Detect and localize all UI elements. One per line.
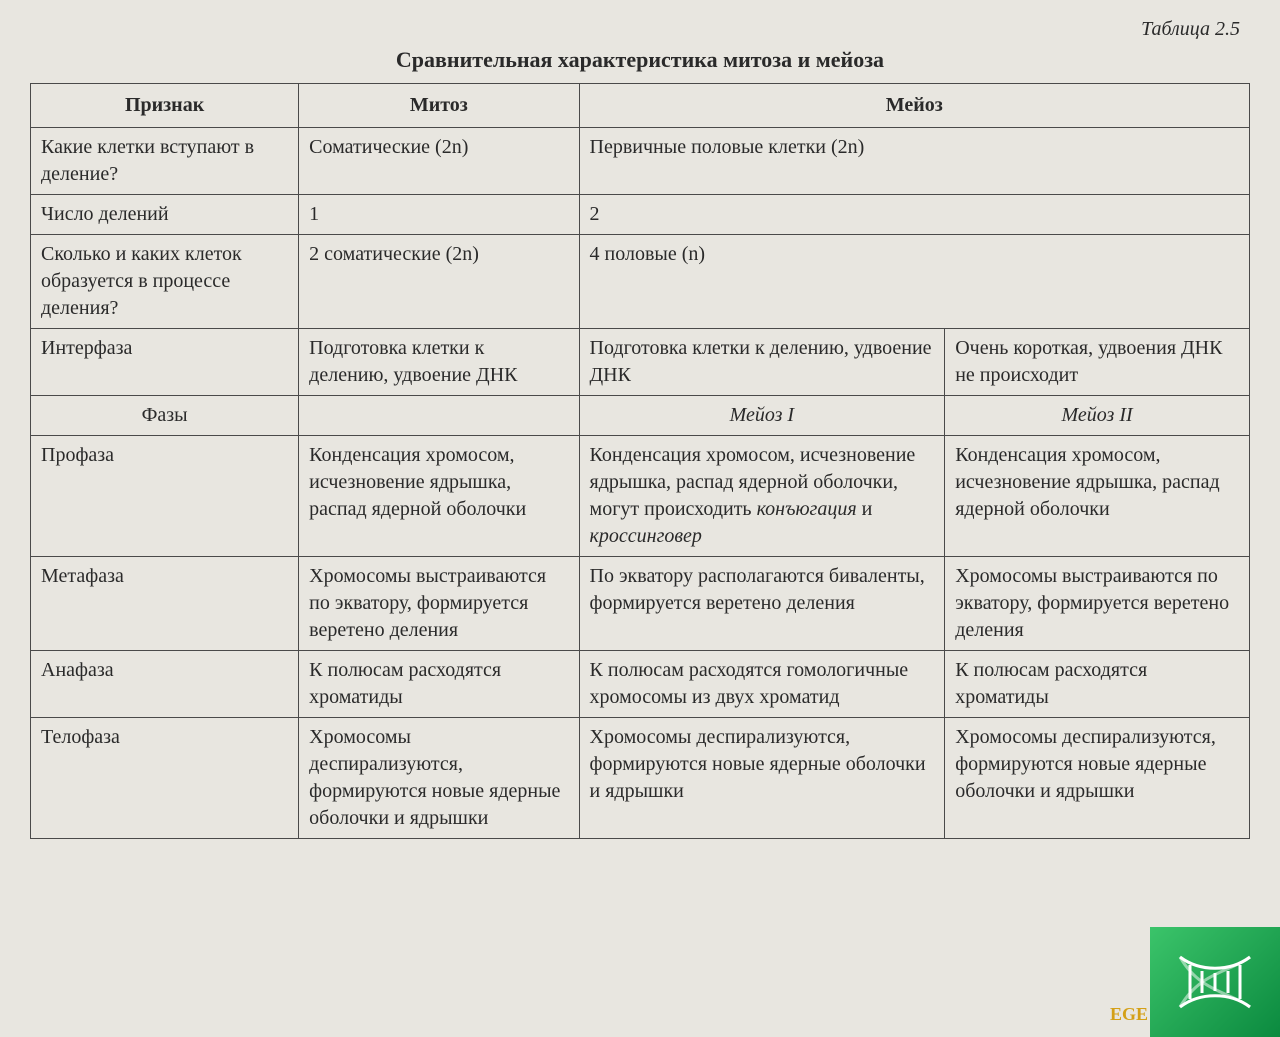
cell-meiosis1: Подготовка клетки к делению, удвоение ДН…: [579, 329, 945, 396]
watermark-badge: [1150, 927, 1280, 1037]
table-row: Интерфаза Подготовка клетки к делению, у…: [31, 329, 1250, 396]
cell-meiosis1: Конденсация хромосом, исчезновение ядрыш…: [579, 436, 945, 557]
header-meiosis: Мейоз: [579, 84, 1249, 128]
cell-meiosis2: Хромосомы выстраиваются по экватору, фор…: [945, 557, 1250, 651]
cell-empty: [299, 396, 579, 436]
cell-meiosis1: К полюсам расходятся гомологичные хромос…: [579, 651, 945, 718]
table-row: Метафаза Хромосомы выстраиваются по эква…: [31, 557, 1250, 651]
cell-mitosis: 2 соматические (2n): [299, 235, 579, 329]
header-row: Признак Митоз Мейоз: [31, 84, 1250, 128]
cell-mitosis: Подготовка клетки к делению, удвоение ДН…: [299, 329, 579, 396]
table-title: Сравнительная характеристика митоза и ме…: [30, 47, 1250, 73]
cell-mitosis: 1: [299, 195, 579, 235]
table-row: Профаза Конденсация хромосом, исчезновен…: [31, 436, 1250, 557]
cell-mitosis: Соматические (2n): [299, 128, 579, 195]
header-mitosis: Митоз: [299, 84, 579, 128]
cell-feature: Телофаза: [31, 718, 299, 839]
phase-header-row: Фазы Мейоз I Мейоз II: [31, 396, 1250, 436]
cell-meiosis1-label: Мейоз I: [579, 396, 945, 436]
table-row: Число делений 1 2: [31, 195, 1250, 235]
dna-icon: [1170, 947, 1260, 1017]
cell-mitosis: Хромосомы деспирализуются, формируются н…: [299, 718, 579, 839]
cell-feature: Метафаза: [31, 557, 299, 651]
cell-feature: Сколько и каких клеток образуется в проц…: [31, 235, 299, 329]
cell-mitosis: К полюсам расходятся хроматиды: [299, 651, 579, 718]
comparison-table: Признак Митоз Мейоз Какие клетки вступаю…: [30, 83, 1250, 839]
cell-meiosis: Первичные половые клетки (2n): [579, 128, 1249, 195]
cell-meiosis2: Конденсация хромосом, исчезновение ядрыш…: [945, 436, 1250, 557]
cell-feature: Число делений: [31, 195, 299, 235]
cell-mitosis: Конденсация хромосом, исчезновение ядрыш…: [299, 436, 579, 557]
cell-feature: Интерфаза: [31, 329, 299, 396]
table-row: Сколько и каких клеток образуется в проц…: [31, 235, 1250, 329]
cell-feature: Профаза: [31, 436, 299, 557]
cell-feature: Какие клетки вступают в деление?: [31, 128, 299, 195]
table-row: Телофаза Хромосомы деспирализуются, форм…: [31, 718, 1250, 839]
cell-meiosis: 2: [579, 195, 1249, 235]
table-row: Какие клетки вступают в деление? Соматич…: [31, 128, 1250, 195]
cell-phase-label: Фазы: [31, 396, 299, 436]
cell-meiosis2: Очень короткая, удвоения ДНК не происход…: [945, 329, 1250, 396]
cell-meiosis1: По экватору располагаются биваленты, фор…: [579, 557, 945, 651]
table-row: Анафаза К полюсам расходятся хроматиды К…: [31, 651, 1250, 718]
emphasis: кроссинговер: [590, 525, 702, 547]
header-feature: Признак: [31, 84, 299, 128]
cell-meiosis2-label: Мейоз II: [945, 396, 1250, 436]
table-number-label: Таблица 2.5: [30, 18, 1250, 41]
cell-meiosis: 4 половые (n): [579, 235, 1249, 329]
emphasis: конъюгация: [757, 498, 857, 520]
text: и: [857, 498, 873, 520]
cell-meiosis2: Хромосомы деспирализуются, формируются н…: [945, 718, 1250, 839]
cell-feature: Анафаза: [31, 651, 299, 718]
cell-mitosis: Хромосомы выстраиваются по экватору, фор…: [299, 557, 579, 651]
watermark-text: EGE: [1110, 1004, 1148, 1025]
cell-meiosis2: К полюсам расходятся хроматиды: [945, 651, 1250, 718]
cell-meiosis1: Хромосомы деспирализуются, формируются н…: [579, 718, 945, 839]
